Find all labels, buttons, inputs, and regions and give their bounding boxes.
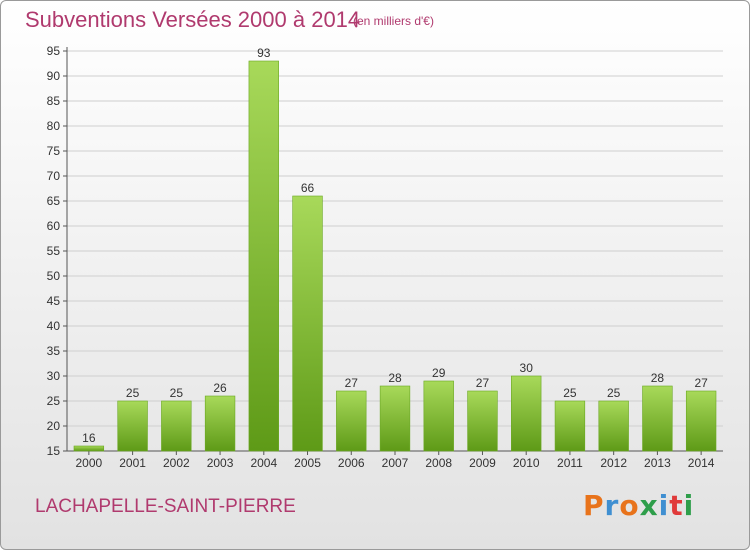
x-tick-label-2002: 2002	[163, 456, 190, 470]
y-tick-label: 85	[47, 94, 61, 108]
y-tick-label: 80	[47, 119, 61, 133]
value-label-2011: 25	[563, 386, 577, 400]
bar-2002	[161, 400, 192, 452]
bar-2010	[511, 375, 542, 452]
bar-2007	[379, 385, 411, 452]
logo-letter: r	[604, 489, 620, 522]
y-tick-label: 70	[47, 169, 61, 183]
value-label-2007: 28	[388, 371, 402, 385]
y-tick-label: 60	[47, 219, 61, 233]
logo-letter: P	[583, 489, 605, 522]
x-tick-label-2005: 2005	[294, 456, 321, 470]
chart-unit: (en milliers d'€)	[353, 14, 434, 28]
value-label-2006: 27	[345, 376, 359, 390]
bar-2012	[598, 400, 629, 452]
bar-2008	[423, 380, 454, 452]
bar-2004	[248, 60, 279, 452]
x-tick-label-2008: 2008	[425, 456, 452, 470]
y-tick-label: 40	[47, 319, 61, 333]
y-tick-label: 45	[47, 294, 61, 308]
value-label-2001: 25	[126, 386, 140, 400]
y-tick-label: 25	[47, 394, 61, 408]
bar-2003	[204, 395, 236, 452]
y-tick-label: 65	[47, 194, 61, 208]
y-tick-label: 90	[47, 69, 61, 83]
y-tick-label: 35	[47, 344, 61, 358]
value-label-2002: 25	[170, 386, 184, 400]
bars	[73, 60, 717, 452]
value-label-2014: 27	[694, 376, 708, 390]
labels: 15 20 25 30 35 40 45 50 55 60 65 70 75 80 85 90 95 16 2000…	[47, 44, 715, 470]
logo-letter: i	[683, 489, 695, 522]
y-tick-label: 55	[47, 244, 61, 258]
value-label-2010: 30	[520, 361, 534, 375]
x-tick-label-2001: 2001	[119, 456, 146, 470]
bar-2005	[292, 195, 323, 452]
value-label-2013: 28	[651, 371, 665, 385]
logo-letter: x	[639, 489, 659, 522]
bar-2006	[336, 390, 367, 452]
value-label-2012: 25	[607, 386, 621, 400]
x-tick-label-2012: 2012	[600, 456, 627, 470]
value-label-2005: 66	[301, 181, 315, 195]
x-tick-label-2013: 2013	[644, 456, 671, 470]
x-tick-label-2004: 2004	[250, 456, 277, 470]
value-label-2004: 93	[257, 46, 271, 60]
y-tick-label: 95	[47, 44, 61, 58]
x-tick-label-2014: 2014	[688, 456, 715, 470]
bar-2000	[73, 445, 105, 452]
y-tick-label: 15	[47, 444, 61, 458]
x-tick-label-2011: 2011	[557, 456, 583, 470]
commune-name: LACHAPELLE-SAINT-PIERRE	[35, 496, 296, 517]
y-tick-label: 50	[47, 269, 61, 283]
value-label-2009: 27	[476, 376, 490, 390]
value-label-2008: 29	[432, 366, 446, 380]
y-tick-label: 75	[47, 144, 61, 158]
y-tick-label: 30	[47, 369, 61, 383]
x-tick-label-2006: 2006	[338, 456, 365, 470]
proxiti-logo: Proxiti	[583, 489, 694, 522]
logo-letter: i	[658, 489, 670, 522]
x-tick-label-2007: 2007	[382, 456, 409, 470]
bar-2001	[117, 400, 148, 452]
x-tick-label-2009: 2009	[469, 456, 496, 470]
x-tick-label-2000: 2000	[76, 456, 103, 470]
bar-2011	[554, 400, 586, 452]
logo-letter: t	[669, 489, 684, 522]
value-label-2003: 26	[213, 381, 227, 395]
value-label-2000: 16	[82, 431, 96, 445]
x-tick-label-2010: 2010	[513, 456, 540, 470]
y-tick-label: 20	[47, 419, 61, 433]
logo-letter: o	[619, 489, 640, 522]
bar-2013	[642, 385, 673, 452]
bar-2014	[685, 390, 717, 452]
bar-2009	[467, 390, 498, 452]
chart-title: Subventions Versées 2000 à 2014	[25, 7, 361, 32]
x-tick-label-2003: 2003	[207, 456, 234, 470]
